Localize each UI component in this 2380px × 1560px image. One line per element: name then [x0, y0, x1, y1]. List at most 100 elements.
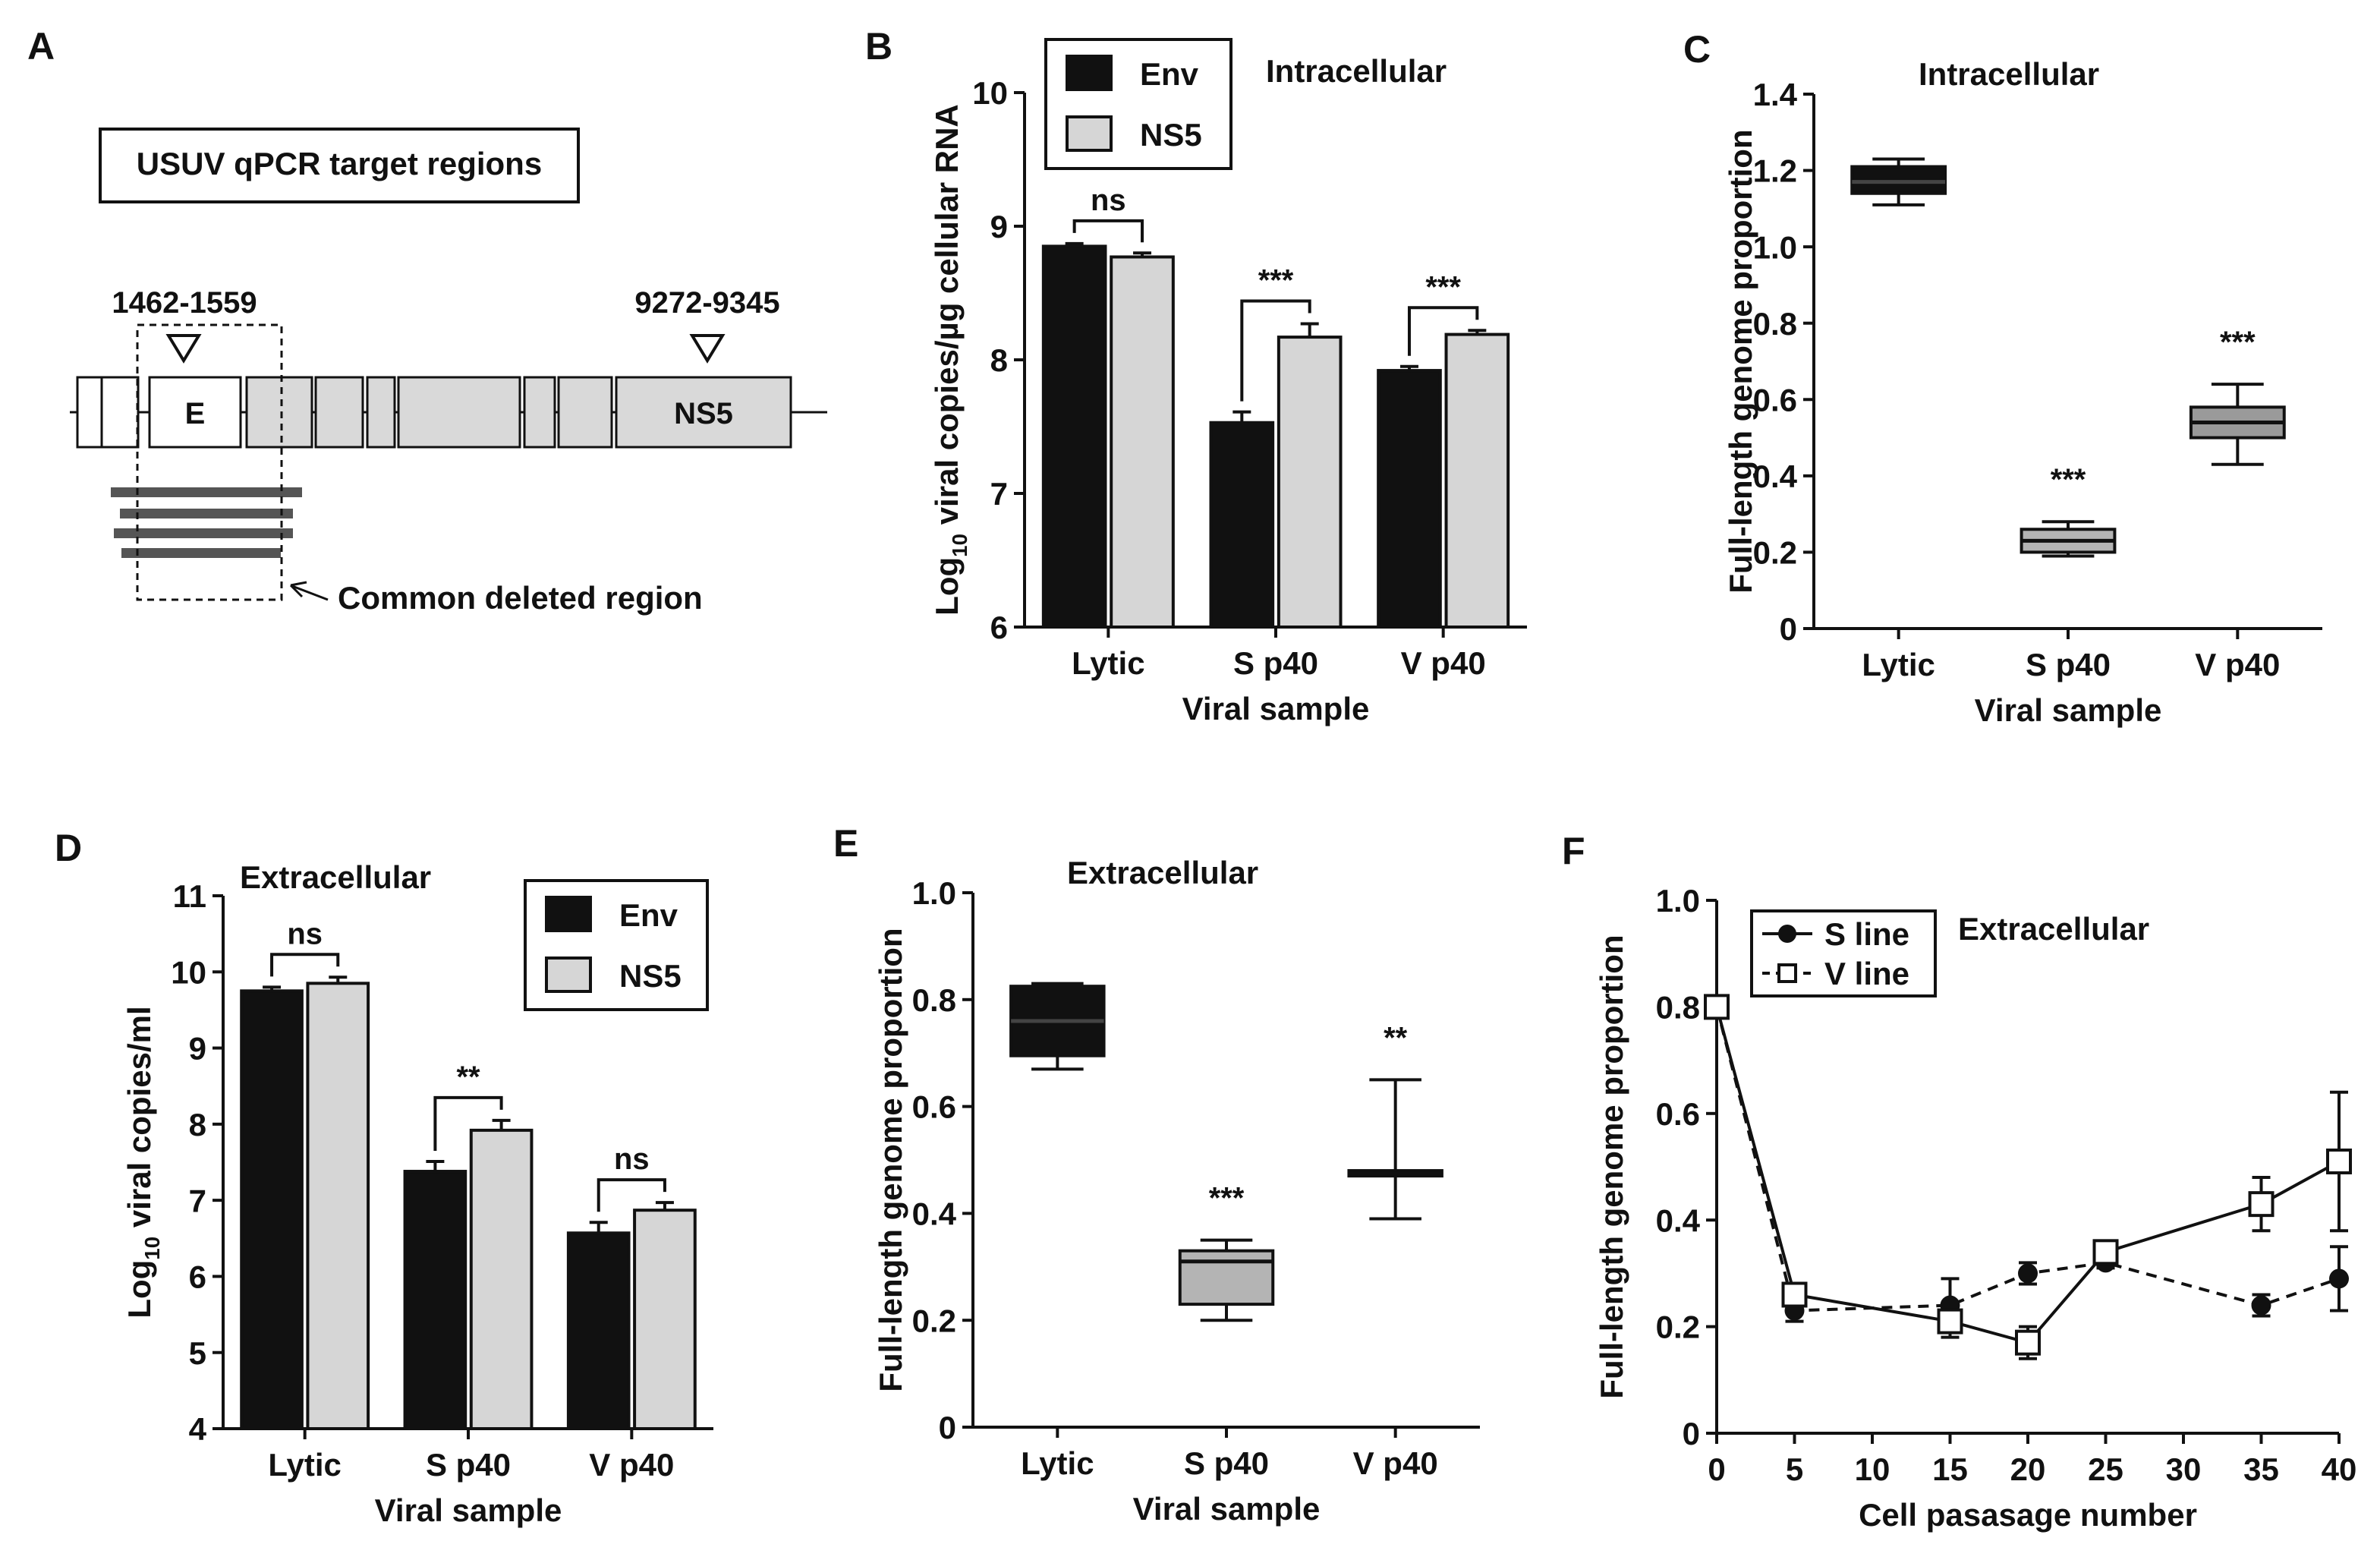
- marker-v-line: [1937, 1308, 1963, 1335]
- y-tick-label: 0.8: [1656, 990, 1700, 1026]
- chart-title: Extracellular: [1067, 855, 1258, 890]
- y-tick-label: 0: [1683, 1416, 1700, 1451]
- y-tick-label: 8: [990, 342, 1008, 378]
- x-tick-label: 30: [2166, 1451, 2202, 1487]
- deletion-bar: [121, 548, 281, 558]
- y-tick-label: 1.0: [1656, 883, 1700, 919]
- significance-label: ***: [2051, 463, 2086, 496]
- site-marker-1-icon: [165, 334, 202, 364]
- box-iqr: [1850, 165, 1947, 195]
- y-tick-label: 11: [173, 878, 206, 914]
- significance-label: **: [456, 1060, 480, 1094]
- marker-s-line: [2018, 1263, 2038, 1284]
- y-tick-label: 7: [990, 476, 1008, 512]
- panel-letter-a: A: [27, 25, 55, 68]
- legend-swatch-env: [545, 896, 592, 932]
- y-axis-label: Full-length genome proportion: [873, 928, 908, 1391]
- bar-env: [1209, 421, 1275, 629]
- x-axis-label: Viral sample: [375, 1492, 562, 1528]
- x-tick-label: Lytic: [1072, 645, 1144, 681]
- deletion-bar: [111, 487, 302, 497]
- deletion-label: Common deleted region: [338, 580, 703, 616]
- x-axis-label: Viral sample: [1975, 692, 2162, 728]
- panel-letter-d: D: [55, 827, 82, 869]
- significance-label: ***: [1425, 270, 1461, 304]
- y-axis-label: Log10 viral copies/ml: [121, 1006, 164, 1318]
- genome-segment-ns5: [615, 376, 792, 449]
- panel-a-diagram: A USUV qPCR target regions 1462-1559 927…: [27, 25, 827, 616]
- significance-bracket: [1240, 299, 1311, 402]
- y-axis-label-log: Log: [929, 557, 965, 616]
- significance-label: **: [1384, 1021, 1408, 1054]
- legend-label-s-line: S line: [1824, 916, 1909, 952]
- y-tick-label: 10: [972, 75, 1008, 111]
- y-tick-label: 1.0: [912, 875, 956, 911]
- y-tick-label: 0.2: [1753, 535, 1797, 571]
- panel-c-chart: C 0 0.2 0.4 0.6 0.8 1.0 1.2 1.4 Lytic S p40 *** V p4…: [1683, 28, 2322, 728]
- x-tick-label: V p40: [2195, 647, 2280, 682]
- genome-segment: [557, 376, 613, 449]
- x-tick-label: Lytic: [1021, 1445, 1094, 1481]
- y-axis-label-log: Log: [121, 1260, 157, 1319]
- y-tick-label: 0.2: [1656, 1309, 1700, 1345]
- deletion-bar: [120, 509, 293, 518]
- x-tick-label: 20: [2010, 1451, 2046, 1487]
- x-tick-label: Lytic: [1862, 647, 1935, 682]
- x-tick-label: S p40: [2026, 647, 2111, 682]
- legend-label-env: Env: [619, 897, 678, 933]
- x-tick-label: 25: [2088, 1451, 2123, 1487]
- target-regions-box: [99, 128, 580, 203]
- chart-title: Intracellular: [1919, 56, 2099, 92]
- significance-label: ns: [287, 917, 323, 950]
- panel-letter-b: B: [865, 25, 892, 68]
- x-axis-label: Viral sample: [1133, 1491, 1321, 1527]
- site-label-1: 1462-1559: [112, 286, 257, 320]
- legend-marker-s-line: [1778, 925, 1796, 943]
- y-axis-label: Log10 viral copies/µg cellular RNA: [929, 104, 971, 616]
- significance-bracket: [433, 1095, 503, 1151]
- genome-segment: [397, 376, 521, 449]
- marker-s-line: [2329, 1268, 2349, 1289]
- x-tick-label: S p40: [426, 1447, 511, 1483]
- genome-segment: [523, 376, 556, 449]
- x-tick-label: Lytic: [268, 1447, 341, 1483]
- y-axis-label-rest: viral copies/ml: [121, 1006, 157, 1236]
- y-tick-label: 0.2: [912, 1303, 956, 1338]
- y-tick-label: 8: [189, 1107, 206, 1142]
- y-tick-label: 6: [189, 1259, 206, 1295]
- genome-segment: [76, 376, 103, 449]
- x-tick-label: 40: [2322, 1451, 2357, 1487]
- y-tick-label: 0.8: [912, 982, 956, 1018]
- significance-bracket: [1407, 306, 1479, 356]
- marker-v-line: [2092, 1239, 2119, 1265]
- legend-label-v-line: V line: [1824, 956, 1909, 991]
- legend-marker-v-line: [1777, 963, 1797, 983]
- marker-v-line: [2248, 1191, 2275, 1218]
- x-tick-label: 35: [2243, 1451, 2279, 1487]
- bar-ns5: [633, 1209, 697, 1431]
- panel-letter-f: F: [1562, 830, 1585, 872]
- y-tick-label: 0.8: [1753, 306, 1797, 342]
- y-tick-label: 0: [1780, 611, 1797, 647]
- chart-title: Extracellular: [240, 859, 431, 895]
- y-tick-label: 0.6: [1656, 1096, 1700, 1132]
- x-tick-label: 5: [1786, 1451, 1803, 1487]
- deletion-arrow-line: [291, 585, 329, 601]
- x-tick-label: 15: [1932, 1451, 1968, 1487]
- legend-label-env: Env: [1140, 56, 1199, 92]
- target-regions-title: USUV qPCR target regions: [137, 146, 542, 181]
- marker-v-line: [1781, 1281, 1808, 1308]
- panel-f-chart: F 0 0.2 0.4 0.6 0.8 1.0 0 5 10 15 20 25 30 35 40 Cell pa…: [1562, 830, 2356, 1533]
- y-tick-label: 0.4: [1753, 459, 1798, 494]
- segment-e-label: E: [185, 397, 206, 430]
- y-tick-label: 1.4: [1753, 77, 1798, 112]
- x-tick-label: S p40: [1184, 1445, 1269, 1481]
- site-marker-2-icon: [689, 334, 726, 364]
- chart-title: Intracellular: [1266, 53, 1447, 89]
- significance-label: ns: [614, 1142, 650, 1176]
- y-axis-label: Full-length genome proportion: [1594, 934, 1629, 1398]
- significance-bracket: [270, 953, 340, 977]
- significance-label: ns: [1091, 184, 1126, 217]
- y-axis-label-sub: 10: [140, 1237, 164, 1260]
- y-tick-label: 9: [189, 1031, 206, 1067]
